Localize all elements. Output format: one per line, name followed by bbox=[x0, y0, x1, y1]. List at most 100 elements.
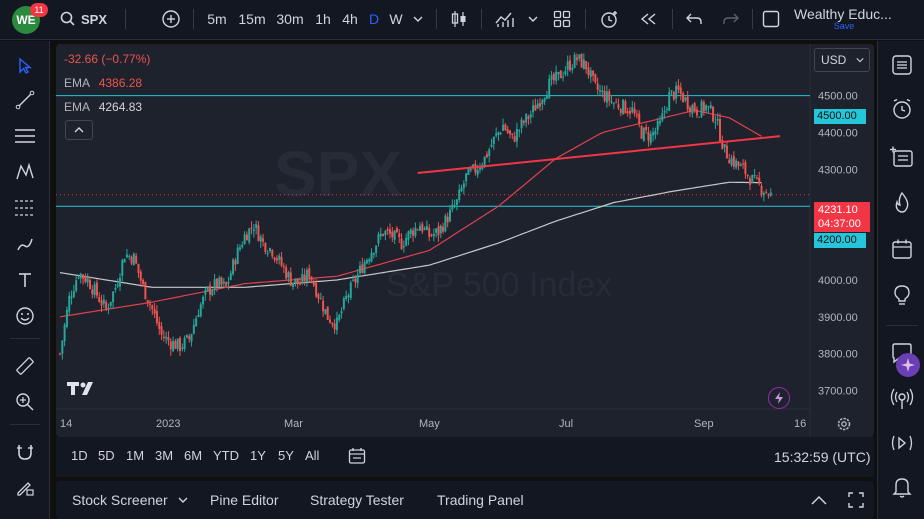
range-ytd[interactable]: YTD bbox=[213, 448, 239, 463]
hotlists-button[interactable] bbox=[886, 187, 918, 219]
interval-5m[interactable]: 5m bbox=[207, 11, 227, 27]
tab-strategy-tester[interactable]: Strategy Tester bbox=[310, 492, 404, 508]
candle bbox=[432, 228, 435, 242]
templates-button[interactable] bbox=[549, 0, 575, 38]
date-range-button[interactable] bbox=[346, 445, 368, 467]
fullscreen-button[interactable] bbox=[758, 0, 784, 38]
interval-W[interactable]: W bbox=[389, 11, 403, 27]
horizontal-lines-tool[interactable] bbox=[10, 121, 40, 151]
watchlist-button[interactable] bbox=[886, 49, 918, 81]
interval-dropdown[interactable] bbox=[410, 0, 426, 38]
ema-fast-line[interactable] bbox=[59, 110, 762, 318]
chart-pane[interactable]: SPX S&P 500 Index 4600.004500.004400.004… bbox=[56, 44, 874, 437]
indicators-button[interactable] bbox=[492, 0, 518, 38]
zoom-in-icon bbox=[16, 393, 34, 411]
interval-D[interactable]: D bbox=[368, 11, 380, 27]
zoom-tool[interactable] bbox=[10, 387, 40, 417]
alert-button[interactable] bbox=[596, 0, 622, 38]
chart-type-button[interactable] bbox=[446, 0, 472, 38]
price-chart[interactable]: SPX S&P 500 Index 4600.004500.004400.004… bbox=[56, 44, 874, 437]
text-tool[interactable] bbox=[10, 265, 40, 295]
layout-name-button[interactable]: Wealthy Educ... Save bbox=[794, 6, 894, 34]
price-tick-label: 4400.00 bbox=[818, 127, 858, 139]
collapse-panel-button[interactable] bbox=[810, 481, 828, 519]
interval-30m[interactable]: 30m bbox=[276, 11, 304, 27]
range-all[interactable]: All bbox=[305, 448, 320, 463]
patterns-tool[interactable] bbox=[10, 157, 40, 187]
object-tree-button[interactable] bbox=[886, 141, 918, 173]
undo-icon bbox=[686, 13, 702, 24]
cursor-tool[interactable] bbox=[10, 51, 40, 81]
symbol-search[interactable]: SPX bbox=[60, 0, 112, 38]
candle bbox=[250, 221, 253, 235]
trend-line[interactable] bbox=[417, 135, 781, 175]
maximize-panel-button[interactable] bbox=[848, 481, 864, 519]
emoji-tool[interactable] bbox=[10, 301, 40, 331]
interval-4h[interactable]: 4h bbox=[342, 11, 358, 27]
collapse-legend-button[interactable] bbox=[65, 120, 93, 140]
candle bbox=[326, 306, 329, 321]
ema-legend-slow[interactable]: EMA 4264.83 bbox=[64, 100, 142, 114]
undo-button[interactable] bbox=[681, 0, 707, 38]
calendar-button[interactable] bbox=[886, 233, 918, 265]
redo-button[interactable] bbox=[718, 0, 744, 38]
candle bbox=[629, 106, 631, 119]
candle bbox=[509, 129, 511, 139]
candle bbox=[185, 334, 188, 339]
chart-settings-button[interactable] bbox=[834, 414, 854, 434]
range-5y[interactable]: 5Y bbox=[278, 448, 294, 463]
replay-button[interactable] bbox=[636, 0, 662, 38]
magnet-tool[interactable] bbox=[10, 437, 40, 467]
trend-line-tool[interactable] bbox=[10, 85, 40, 115]
time-zone-clock[interactable]: 15:32:59 (UTC) bbox=[774, 449, 871, 465]
flash-button[interactable] bbox=[768, 387, 790, 409]
candle bbox=[575, 53, 578, 66]
interval-1h[interactable]: 1h bbox=[315, 11, 331, 27]
streams-button[interactable] bbox=[886, 383, 918, 415]
market-replay-button[interactable] bbox=[886, 427, 918, 459]
range-3m[interactable]: 3M bbox=[155, 448, 174, 463]
candle bbox=[435, 227, 438, 238]
compare-button[interactable] bbox=[158, 0, 184, 38]
candle bbox=[492, 136, 495, 150]
lightning-icon bbox=[775, 392, 783, 404]
currency-selector[interactable]: USD bbox=[814, 48, 870, 72]
gear-icon bbox=[837, 417, 851, 431]
ideas-button[interactable] bbox=[886, 279, 918, 311]
candle bbox=[679, 82, 682, 101]
candle bbox=[502, 118, 505, 131]
measure-tool[interactable] bbox=[10, 351, 40, 381]
candle bbox=[386, 226, 389, 236]
interval-15m[interactable]: 15m bbox=[238, 11, 266, 27]
tab-stock-screener[interactable]: Stock Screener bbox=[72, 481, 188, 519]
range-1m[interactable]: 1M bbox=[126, 448, 145, 463]
candle bbox=[532, 99, 535, 118]
brush-tool[interactable] bbox=[10, 229, 40, 259]
ema-slow-line[interactable] bbox=[59, 181, 762, 288]
candle bbox=[77, 274, 80, 280]
candle bbox=[425, 220, 428, 231]
candle bbox=[592, 70, 595, 82]
candle bbox=[391, 226, 394, 242]
ema-slow-label: EMA bbox=[64, 100, 90, 114]
range-1y[interactable]: 1Y bbox=[250, 448, 266, 463]
candle bbox=[232, 257, 235, 276]
alerts-button[interactable] bbox=[886, 93, 918, 125]
range-6m[interactable]: 6M bbox=[184, 448, 203, 463]
ema-legend-fast[interactable]: EMA 4386.28 bbox=[64, 76, 142, 90]
price-tick-label: 4300.00 bbox=[818, 164, 858, 176]
candle bbox=[405, 233, 408, 247]
drawing-mode-tool[interactable] bbox=[10, 473, 40, 503]
fib-tool[interactable] bbox=[10, 193, 40, 223]
tab-trading-panel[interactable]: Trading Panel bbox=[437, 492, 524, 508]
tradingview-logo[interactable] bbox=[66, 380, 100, 396]
notifications-button[interactable] bbox=[886, 471, 918, 503]
range-1d[interactable]: 1D bbox=[71, 448, 88, 463]
tab-pine-editor[interactable]: Pine Editor bbox=[210, 492, 279, 508]
candle bbox=[303, 268, 306, 286]
candle bbox=[539, 98, 541, 111]
candle bbox=[543, 97, 546, 106]
indicators-dropdown[interactable] bbox=[526, 0, 540, 38]
range-5d[interactable]: 5D bbox=[98, 448, 115, 463]
candle bbox=[675, 81, 678, 104]
